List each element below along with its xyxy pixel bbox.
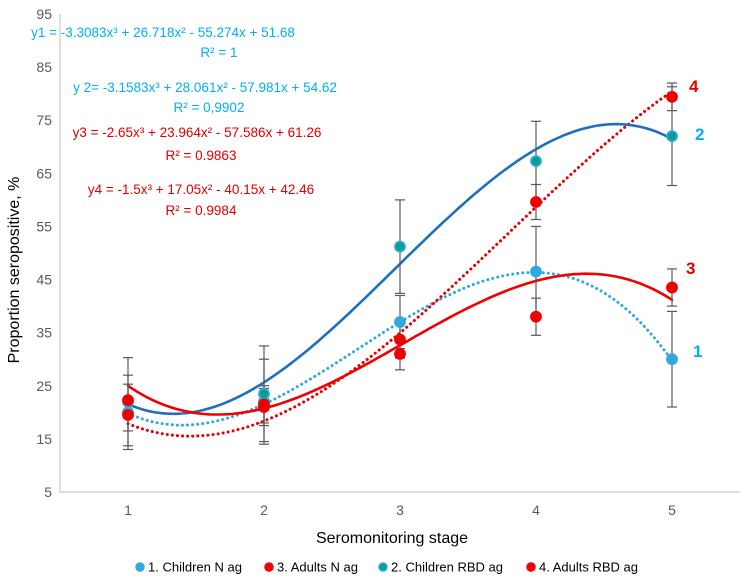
end-label-2: 2 bbox=[695, 125, 704, 144]
legend: 1. Children N ag 3. Adults N ag 2. Child… bbox=[135, 560, 638, 575]
x-axis-title: Seromonitoring stage bbox=[316, 530, 468, 547]
legend-label-2: 2. Children RBD ag bbox=[391, 560, 503, 575]
data-point-s4 bbox=[530, 196, 542, 208]
legend-marker-1 bbox=[135, 562, 145, 572]
data-points bbox=[122, 90, 678, 421]
legend-item-adults-rbd: 4. Adults RBD ag bbox=[526, 560, 638, 575]
legend-label-3: 3. Adults N ag bbox=[277, 560, 358, 575]
y-tick-label: 65 bbox=[36, 165, 52, 181]
data-point-s3 bbox=[530, 310, 542, 323]
legend-label-4: 4. Adults RBD ag bbox=[539, 560, 638, 575]
y-tick-label: 45 bbox=[36, 272, 52, 288]
r-squared-series-4: R² = 0.9984 bbox=[166, 203, 237, 218]
equation-series-4: y4 = -1.5x³ + 17.05x² - 40.15x + 42.46 bbox=[88, 182, 314, 197]
r-squared-series-1: R² = 1 bbox=[200, 45, 237, 60]
x-tick-label: 1 bbox=[124, 502, 132, 518]
data-point-s1 bbox=[530, 265, 542, 278]
data-point-s4 bbox=[666, 90, 678, 103]
y-axis-title: Proportion seropositive, % bbox=[6, 177, 23, 364]
y-tick-label: 75 bbox=[36, 112, 52, 128]
r-squared-series-2: R² = 0,9902 bbox=[174, 100, 245, 115]
legend-marker-4 bbox=[526, 562, 536, 572]
series-end-labels: 4 2 3 1 bbox=[686, 77, 704, 361]
x-tick-label: 4 bbox=[532, 502, 540, 518]
r-squared-series-3: R² = 0.9863 bbox=[166, 148, 237, 163]
equation-series-2: y 2= -3.1583x³ + 28.061x² - 57.981x + 54… bbox=[73, 80, 337, 95]
data-point-s2 bbox=[530, 155, 542, 168]
legend-item-adults-n: 3. Adults N ag bbox=[264, 560, 358, 575]
data-point-s3 bbox=[122, 409, 134, 421]
x-tick-label: 5 bbox=[668, 502, 676, 518]
equation-series-3: y3 = -2.65x³ + 23.964x² - 57.586x + 61.2… bbox=[73, 125, 322, 140]
x-tick-label: 2 bbox=[260, 502, 268, 518]
legend-label-1: 1. Children N ag bbox=[148, 560, 242, 575]
data-point-s2 bbox=[666, 130, 678, 143]
y-tick-label: 15 bbox=[36, 431, 52, 447]
y-tick-label: 85 bbox=[36, 59, 52, 75]
end-label-4: 4 bbox=[689, 77, 699, 96]
data-point-s4 bbox=[258, 398, 270, 411]
y-tick-label: 55 bbox=[36, 218, 52, 234]
y-tick-label: 5 bbox=[44, 484, 52, 500]
axes bbox=[59, 14, 740, 493]
data-point-s2 bbox=[258, 387, 270, 400]
legend-marker-2 bbox=[378, 562, 388, 572]
legend-item-children-n: 1. Children N ag bbox=[135, 560, 242, 575]
data-point-s4 bbox=[122, 394, 134, 407]
y-tick-label: 35 bbox=[36, 325, 52, 341]
equation-series-1: y1 = -3.3083x³ + 26.718x² - 55.274x + 51… bbox=[31, 25, 295, 40]
legend-marker-3 bbox=[264, 562, 274, 572]
y-tick-label: 25 bbox=[36, 378, 52, 394]
data-point-s4 bbox=[394, 333, 406, 346]
y-tick-label: 95 bbox=[36, 6, 52, 22]
end-label-1: 1 bbox=[693, 342, 702, 361]
legend-item-children-rbd: 2. Children RBD ag bbox=[378, 560, 503, 575]
end-label-3: 3 bbox=[686, 259, 695, 278]
data-point-s1 bbox=[666, 353, 678, 366]
equation-annotations: y1 = -3.3083x³ + 26.718x² - 55.274x + 51… bbox=[31, 25, 337, 218]
x-tick-label: 3 bbox=[396, 502, 404, 518]
data-point-s1 bbox=[394, 316, 406, 328]
data-point-s3 bbox=[666, 281, 678, 294]
data-point-s2 bbox=[394, 240, 406, 253]
data-point-s3 bbox=[394, 348, 406, 360]
